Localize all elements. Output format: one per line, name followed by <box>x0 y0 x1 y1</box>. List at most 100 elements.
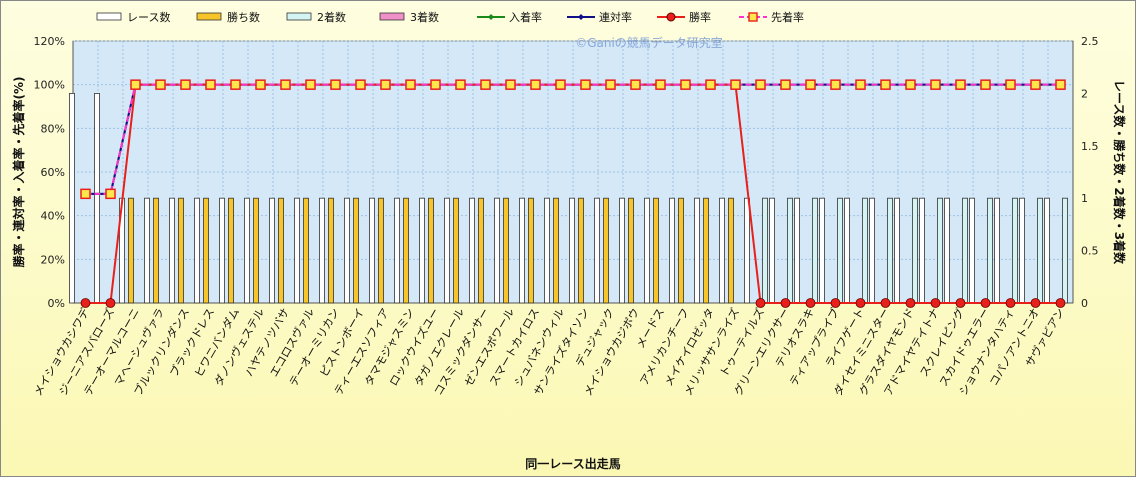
point <box>755 79 766 90</box>
left-tick-label: 40% <box>41 210 65 223</box>
bar <box>219 197 225 304</box>
legend-label: 勝率 <box>689 10 711 24</box>
point <box>105 298 116 308</box>
legend-label: 先着率 <box>771 10 804 24</box>
legend-item: 勝ち数 <box>196 10 260 24</box>
bar <box>1037 197 1043 304</box>
bar <box>344 197 350 304</box>
point <box>630 79 641 90</box>
bar <box>1019 197 1025 304</box>
bar <box>203 197 209 304</box>
point <box>330 79 341 90</box>
bar <box>478 197 484 304</box>
point <box>780 298 791 308</box>
bar <box>544 197 550 304</box>
left-tick-label: 120% <box>34 35 65 48</box>
bar <box>328 197 334 304</box>
point <box>455 79 466 90</box>
point <box>405 79 416 90</box>
bar <box>603 197 609 304</box>
bar <box>594 197 600 304</box>
bar <box>703 197 709 304</box>
left-tick-label: 0% <box>48 297 65 310</box>
bar <box>844 197 850 304</box>
point <box>780 79 791 90</box>
bar <box>812 197 818 304</box>
point <box>955 79 966 90</box>
bar <box>469 197 475 304</box>
bar <box>453 197 459 304</box>
bar <box>519 197 525 304</box>
left-tick-label: 100% <box>34 79 65 92</box>
bar <box>494 197 500 304</box>
legend-swatch <box>379 12 405 21</box>
bar <box>1012 197 1018 304</box>
point <box>805 298 816 308</box>
bar <box>319 197 325 304</box>
bar <box>644 197 650 304</box>
legend-label: 2着数 <box>317 10 346 24</box>
bar <box>94 93 100 304</box>
legend-marker <box>488 14 494 20</box>
bar <box>69 93 75 304</box>
bar <box>969 197 975 304</box>
bar <box>1062 197 1068 304</box>
legend-label: 勝ち数 <box>227 10 260 24</box>
bar <box>128 197 134 304</box>
bar <box>269 197 275 304</box>
point <box>580 79 591 90</box>
bar <box>962 197 968 304</box>
series-line <box>85 83 1061 304</box>
right-tick-label: 0.5 <box>1081 245 1099 258</box>
bar <box>653 197 659 304</box>
point <box>230 79 241 90</box>
legend-swatch <box>96 12 122 21</box>
legend-marker <box>748 12 758 22</box>
point <box>705 79 716 90</box>
point <box>830 298 841 308</box>
bar <box>253 197 259 304</box>
bar <box>987 197 993 304</box>
bar <box>578 197 584 304</box>
bar <box>787 197 793 304</box>
bar <box>894 197 900 304</box>
point <box>730 79 741 90</box>
bar <box>228 197 234 304</box>
bar-series-2 <box>128 197 734 304</box>
legend-label: レース数 <box>127 11 170 24</box>
bar <box>444 197 450 304</box>
bar-series-1 <box>69 93 1050 304</box>
bar <box>169 197 175 304</box>
bar <box>378 197 384 304</box>
left-tick-label: 20% <box>41 253 65 266</box>
bar <box>278 197 284 304</box>
point <box>980 79 991 90</box>
bar <box>912 197 918 304</box>
point <box>480 79 491 90</box>
bar <box>944 197 950 304</box>
point <box>80 188 91 200</box>
bar <box>303 197 309 304</box>
bar <box>919 197 925 304</box>
category-labels: メイショウカシワデジーニアスバローズテーオーマルコーニマヘーシュヴァラブルックリ… <box>30 306 1067 399</box>
point <box>980 298 991 308</box>
legend-item: 3着数 <box>379 10 439 24</box>
bar <box>628 197 634 304</box>
point <box>830 79 841 90</box>
point <box>905 79 916 90</box>
right-tick-label: 2.5 <box>1081 35 1099 48</box>
bar <box>869 197 875 304</box>
point <box>380 79 391 90</box>
point <box>805 79 816 90</box>
point <box>155 79 166 90</box>
bar <box>353 197 359 304</box>
bar <box>1044 197 1050 304</box>
bar <box>178 197 184 304</box>
line-series-group <box>80 79 1066 308</box>
point <box>430 79 441 90</box>
point <box>680 79 691 90</box>
point <box>605 79 616 90</box>
credit-text: ©Ganiの競馬データ研究室 <box>575 35 723 50</box>
point <box>1055 298 1066 308</box>
